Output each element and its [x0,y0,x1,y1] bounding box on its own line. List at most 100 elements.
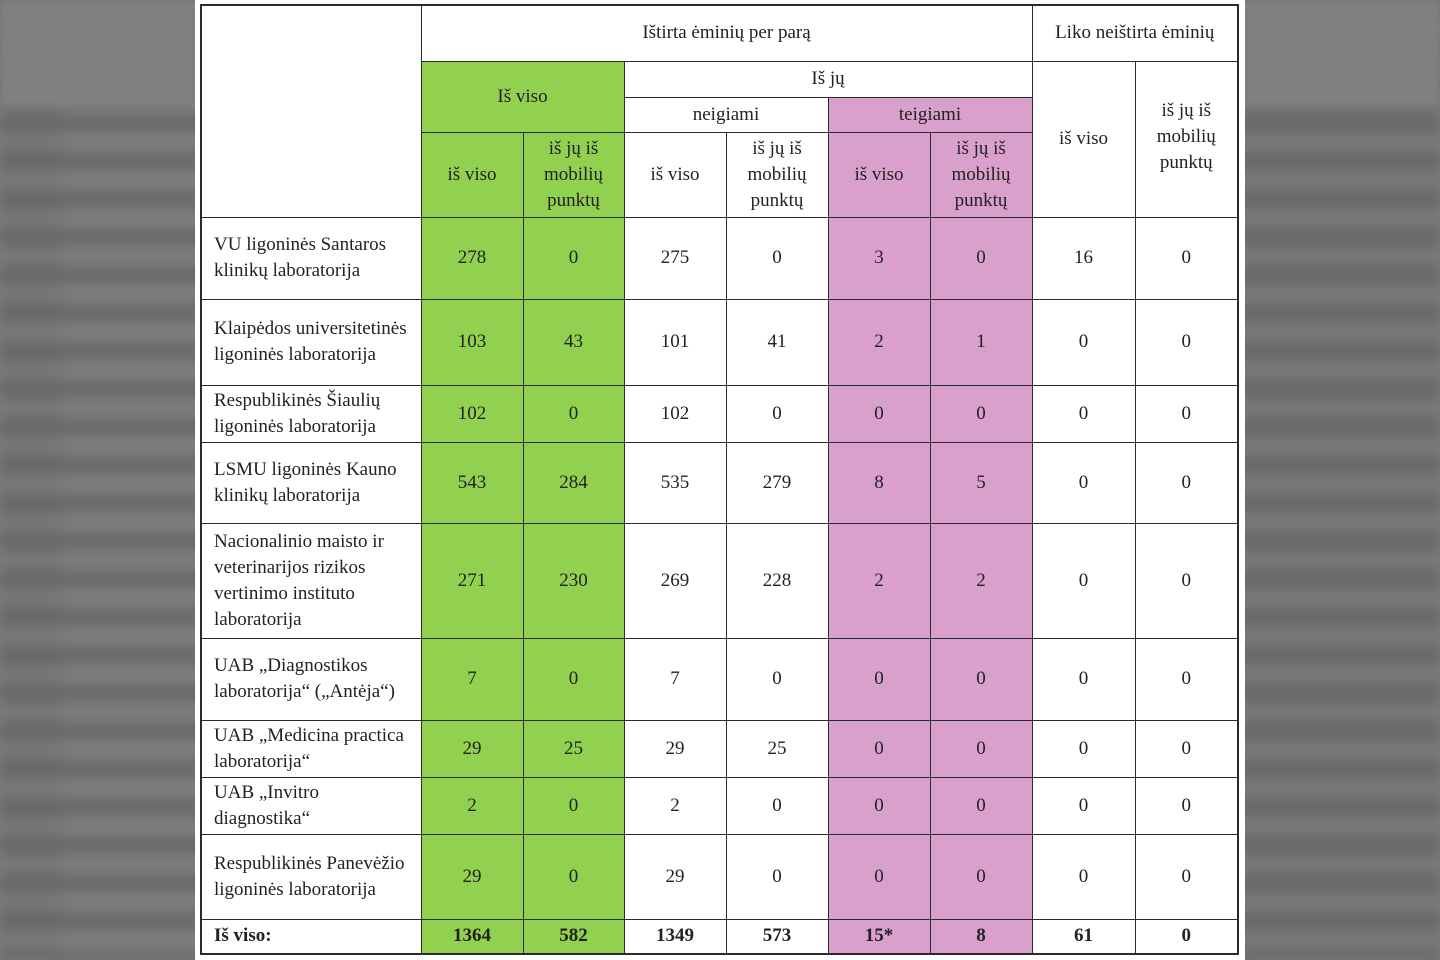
total-total: 1364 [420,918,524,955]
lab-results-table: Ištirta ėminių per parą Liko neištirta ė… [200,4,1239,955]
cell-positive: 0 [827,833,931,920]
header-positive-total: iš viso [827,131,931,218]
table-row: UAB „Diagnostikos laboratorija“ („Antėja… [200,637,1239,721]
cell-total-mobile: 284 [522,441,625,524]
header-remaining-total: iš viso [1031,60,1136,218]
cell-remaining-mobile: 0 [1134,298,1239,386]
header-negative: neigiami [623,96,829,133]
cell-negative: 275 [623,216,727,300]
totals-row: Iš viso: 1364 582 1349 573 15* 8 61 0 [200,918,1239,955]
cell-positive: 0 [827,776,931,835]
header-total-mobile: iš jų iš mobilių punktų [522,131,625,218]
cell-total-mobile: 0 [522,637,625,721]
cell-negative-mobile: 25 [725,719,829,778]
cell-positive-mobile: 0 [929,637,1033,721]
total-total-mobile: 582 [522,918,625,955]
lab-name: Nacionalinio maisto ir veterinarijos riz… [200,522,422,639]
cell-remaining: 0 [1031,384,1136,443]
table-row: VU ligoninės Santaros klinikų laboratori… [200,216,1239,300]
total-remaining: 61 [1031,918,1136,955]
cell-total: 102 [420,384,524,443]
cell-positive-mobile: 0 [929,833,1033,920]
cell-negative-mobile: 0 [725,384,829,443]
header-negative-mobile: iš jų iš mobilių punktų [725,131,829,218]
cell-remaining: 16 [1031,216,1136,300]
cell-remaining: 0 [1031,298,1136,386]
cell-total: 2 [420,776,524,835]
cell-positive-mobile: 2 [929,522,1033,639]
lab-name: UAB „Medicina practica laboratorija“ [200,719,422,778]
cell-remaining: 0 [1031,719,1136,778]
cell-total: 29 [420,833,524,920]
header-negative-total: iš viso [623,131,727,218]
table-row: Respublikinės Šiaulių ligoninės laborato… [200,384,1239,443]
cell-total: 278 [420,216,524,300]
cell-negative: 269 [623,522,727,639]
cell-remaining-mobile: 0 [1134,441,1239,524]
cell-positive-mobile: 0 [929,216,1033,300]
total-negative-mobile: 573 [725,918,829,955]
cell-positive-mobile: 1 [929,298,1033,386]
lab-name: Respublikinės Šiaulių ligoninės laborato… [200,384,422,443]
lab-name: VU ligoninės Santaros klinikų laboratori… [200,216,422,300]
cell-remaining-mobile: 0 [1134,719,1239,778]
header-positive-mobile: iš jų iš mobilių punktų [929,131,1033,218]
cell-total-mobile: 0 [522,833,625,920]
cell-negative: 29 [623,833,727,920]
cell-positive: 8 [827,441,931,524]
cell-total-mobile: 43 [522,298,625,386]
table-row: Respublikinės Panevėžio ligoninės labora… [200,833,1239,920]
lab-name: Respublikinės Panevėžio ligoninės labora… [200,833,422,920]
cell-negative: 535 [623,441,727,524]
cell-total: 7 [420,637,524,721]
header-total-group: Iš viso [420,60,625,133]
header-of-which: Iš jų [623,60,1033,98]
cell-total-mobile: 0 [522,216,625,300]
corner-empty-cell [200,4,422,218]
cell-remaining: 0 [1031,522,1136,639]
cell-negative: 102 [623,384,727,443]
cell-negative: 29 [623,719,727,778]
cell-positive: 2 [827,522,931,639]
cell-positive-mobile: 0 [929,384,1033,443]
lab-name: UAB „Diagnostikos laboratorija“ („Antėja… [200,637,422,721]
cell-positive: 0 [827,384,931,443]
cell-total: 543 [420,441,524,524]
table-row: LSMU ligoninės Kauno klinikų laboratorij… [200,441,1239,524]
cell-remaining-mobile: 0 [1134,776,1239,835]
cell-remaining-mobile: 0 [1134,384,1239,443]
cell-remaining: 0 [1031,441,1136,524]
cell-negative: 2 [623,776,727,835]
cell-positive: 0 [827,719,931,778]
cell-negative-mobile: 0 [725,216,829,300]
cell-positive-mobile: 0 [929,776,1033,835]
table-row: Klaipėdos universitetinės ligoninės labo… [200,298,1239,386]
header-remaining-mobile: iš jų iš mobilių punktų [1134,60,1239,218]
lab-name: UAB „Invitro diagnostika“ [200,776,422,835]
cell-total-mobile: 25 [522,719,625,778]
table-row: Nacionalinio maisto ir veterinarijos riz… [200,522,1239,639]
table-row: UAB „Invitro diagnostika“ 2 0 2 0 0 0 0 … [200,776,1239,835]
header-total-sub: iš viso [420,131,524,218]
total-positive-mobile: 8 [929,918,1033,955]
cell-negative: 7 [623,637,727,721]
cell-positive-mobile: 0 [929,719,1033,778]
cell-positive: 0 [827,637,931,721]
cell-remaining: 0 [1031,776,1136,835]
cell-remaining-mobile: 0 [1134,833,1239,920]
cell-total: 271 [420,522,524,639]
cell-total: 103 [420,298,524,386]
cell-negative-mobile: 228 [725,522,829,639]
cell-positive-mobile: 5 [929,441,1033,524]
cell-remaining: 0 [1031,833,1136,920]
total-negative: 1349 [623,918,727,955]
header-remaining-untested: Liko neištirta ėminių [1031,4,1239,62]
cell-negative-mobile: 279 [725,441,829,524]
cell-negative-mobile: 0 [725,776,829,835]
lab-name: Klaipėdos universitetinės ligoninės labo… [200,298,422,386]
cell-remaining: 0 [1031,637,1136,721]
cell-positive: 2 [827,298,931,386]
cell-remaining-mobile: 0 [1134,637,1239,721]
cell-total: 29 [420,719,524,778]
cell-negative: 101 [623,298,727,386]
